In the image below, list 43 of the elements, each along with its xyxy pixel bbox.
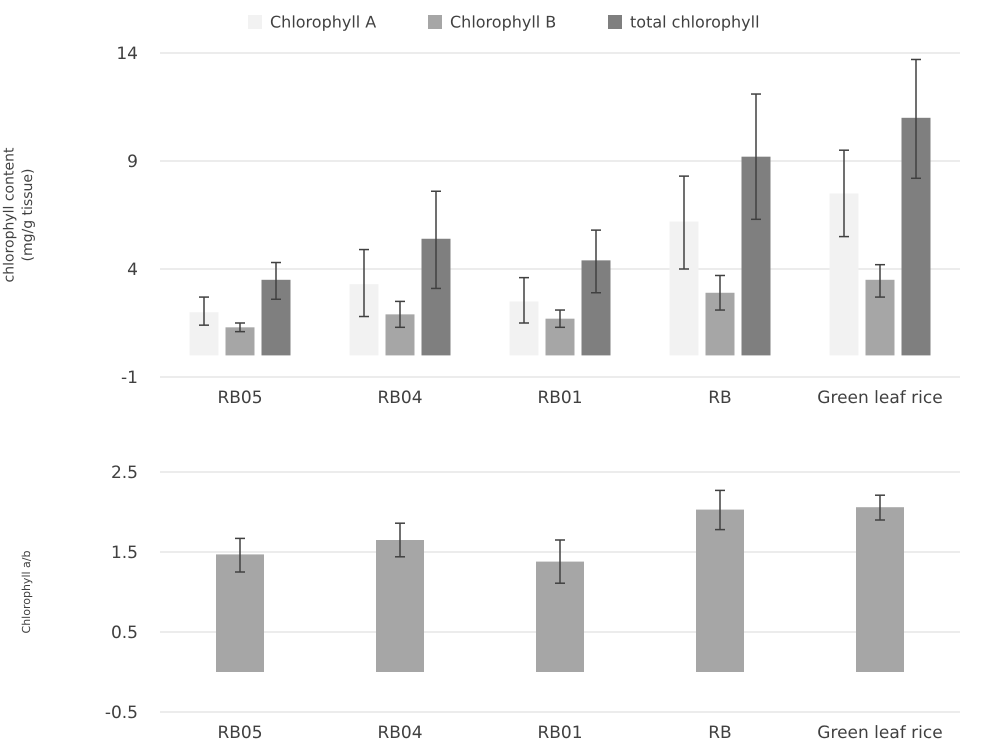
x-tick-label: RB05	[217, 388, 263, 408]
x-tick-label: RB	[708, 723, 732, 743]
bar	[696, 510, 744, 672]
bar	[190, 312, 218, 356]
bar	[536, 562, 584, 672]
bar	[510, 301, 538, 356]
legend-label: Chlorophyll A	[270, 12, 376, 32]
x-tick-label: RB01	[537, 388, 583, 408]
y-tick-label: 14	[116, 44, 138, 64]
bar	[262, 280, 290, 356]
y-tick-label: 1.5	[110, 542, 138, 563]
bar	[866, 280, 894, 356]
bar	[582, 260, 610, 356]
bar	[856, 507, 904, 672]
bar	[830, 193, 858, 356]
x-tick-label: Green leaf rice	[817, 388, 943, 408]
x-tick-label: RB01	[537, 723, 583, 743]
bar	[742, 156, 770, 356]
bar	[350, 284, 378, 356]
x-tick-label: RB	[708, 388, 732, 408]
x-tick-label: RB05	[217, 723, 263, 743]
x-tick-label: Green leaf rice	[817, 723, 943, 743]
y-tick-label: 0.5	[110, 622, 138, 643]
x-tick-label: RB04	[377, 723, 423, 743]
y-tick-label: 2.5	[110, 462, 138, 483]
bar	[376, 540, 424, 672]
y-tick-label: -1	[121, 368, 138, 388]
x-tick-label: RB04	[377, 388, 423, 408]
bar	[670, 221, 698, 356]
y-axis-title: chlorophyll content (mg/g tissue)	[2, 147, 36, 282]
legend-label: total chlorophyll	[630, 12, 760, 32]
legend-label: Chlorophyll B	[450, 12, 556, 32]
bar	[546, 318, 574, 356]
bar	[216, 554, 264, 672]
y-tick-label: 4	[127, 260, 138, 280]
bar	[226, 327, 254, 356]
y-tick-label: -0.5	[104, 702, 138, 723]
y-axis-title: Chlorophyll a/b	[20, 550, 33, 634]
bar	[902, 118, 930, 356]
bar	[706, 292, 734, 356]
bar	[422, 238, 450, 356]
y-tick-label: 9	[127, 152, 138, 172]
bar	[386, 314, 414, 356]
